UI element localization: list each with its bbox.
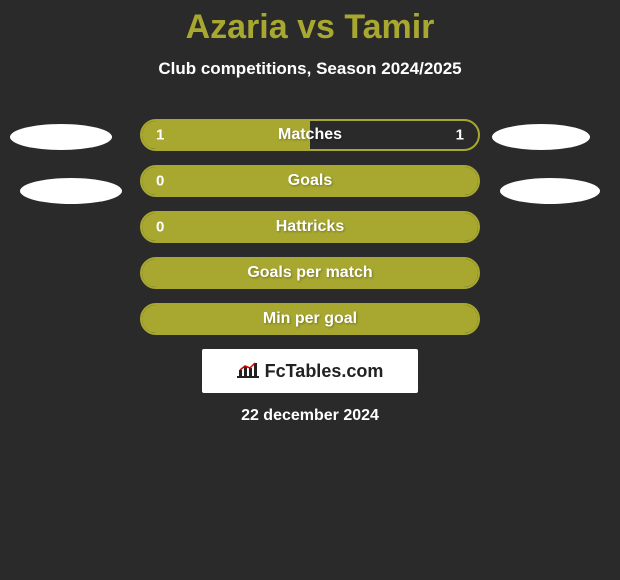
stat-bar: 0Goals — [140, 165, 480, 197]
stat-bar: Min per goal — [140, 303, 480, 335]
chart-icon — [237, 360, 259, 383]
subtitle: Club competitions, Season 2024/2025 — [0, 59, 620, 79]
bar-label: Matches — [142, 126, 478, 144]
comparison-card: Azaria vs Tamir Club competitions, Seaso… — [0, 0, 620, 425]
logo-text: FcTables.com — [237, 360, 384, 383]
snapshot-date: 22 december 2024 — [0, 407, 620, 425]
bar-label: Min per goal — [142, 310, 478, 328]
player-badge — [20, 178, 122, 204]
player-badge — [10, 124, 112, 150]
page-title: Azaria vs Tamir — [0, 8, 620, 47]
stat-bars: 11Matches 0Goals 0Hattricks Goals per match… — [0, 119, 620, 335]
bar-label: Goals — [142, 172, 478, 190]
stat-bar: 0Hattricks — [140, 211, 480, 243]
stat-bar: Goals per match — [140, 257, 480, 289]
logo-label: FcTables.com — [265, 361, 384, 382]
bar-label: Goals per match — [142, 264, 478, 282]
bar-label: Hattricks — [142, 218, 478, 236]
fctables-logo[interactable]: FcTables.com — [202, 349, 418, 393]
player-badge — [492, 124, 590, 150]
stat-bar: 11Matches — [140, 119, 480, 151]
player-badge — [500, 178, 600, 204]
